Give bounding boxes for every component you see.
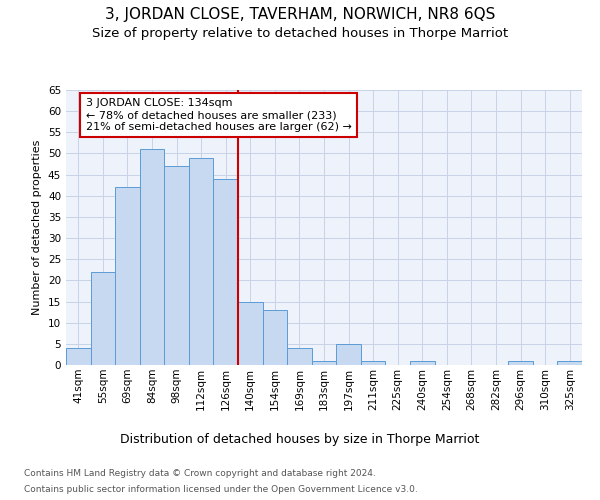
Bar	[410, 361, 434, 365]
Bar	[189, 158, 214, 365]
Bar	[214, 179, 238, 365]
Text: Size of property relative to detached houses in Thorpe Marriot: Size of property relative to detached ho…	[92, 28, 508, 40]
Bar	[361, 361, 385, 365]
Bar	[557, 361, 582, 365]
Bar	[287, 348, 312, 365]
Bar	[115, 188, 140, 365]
Text: Contains public sector information licensed under the Open Government Licence v3: Contains public sector information licen…	[24, 485, 418, 494]
Bar	[91, 272, 115, 365]
Bar	[238, 302, 263, 365]
Y-axis label: Number of detached properties: Number of detached properties	[32, 140, 43, 315]
Bar	[263, 310, 287, 365]
Bar	[140, 149, 164, 365]
Bar	[336, 344, 361, 365]
Text: Contains HM Land Registry data © Crown copyright and database right 2024.: Contains HM Land Registry data © Crown c…	[24, 469, 376, 478]
Text: 3 JORDAN CLOSE: 134sqm
← 78% of detached houses are smaller (233)
21% of semi-de: 3 JORDAN CLOSE: 134sqm ← 78% of detached…	[86, 98, 352, 132]
Bar	[312, 361, 336, 365]
Bar	[164, 166, 189, 365]
Bar	[508, 361, 533, 365]
Bar	[66, 348, 91, 365]
Text: Distribution of detached houses by size in Thorpe Marriot: Distribution of detached houses by size …	[121, 432, 479, 446]
Text: 3, JORDAN CLOSE, TAVERHAM, NORWICH, NR8 6QS: 3, JORDAN CLOSE, TAVERHAM, NORWICH, NR8 …	[105, 8, 495, 22]
